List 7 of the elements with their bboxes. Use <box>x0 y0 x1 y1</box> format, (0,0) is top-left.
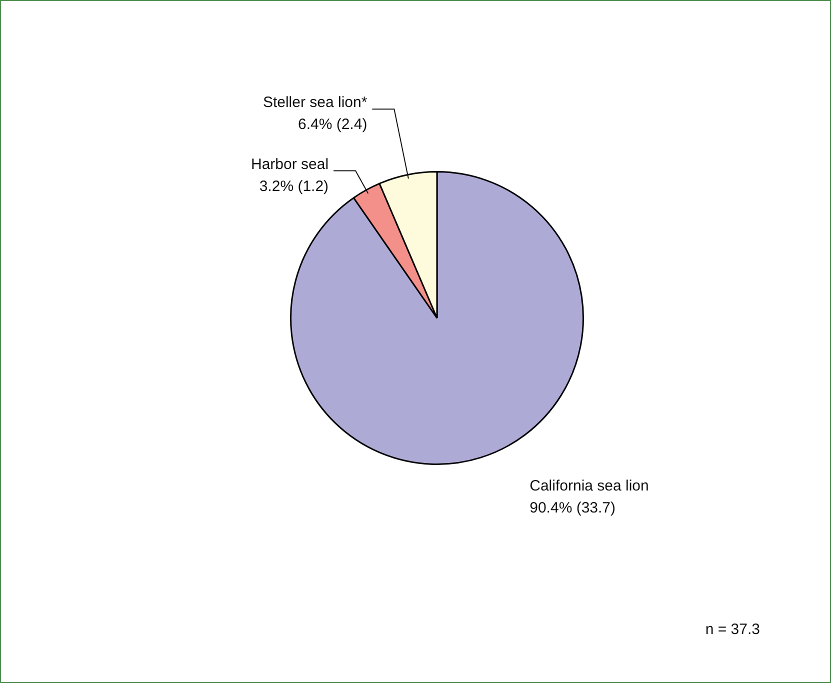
slice-label: Harbor seal <box>251 156 329 173</box>
slice-label: Steller sea lion* <box>262 94 368 112</box>
data-label: 6.4% (2.4) <box>298 116 368 134</box>
slice-label: California sea lion <box>530 477 649 494</box>
data-label: 90.4% (33.7) <box>530 499 616 516</box>
data-label: 3.2% (1.2) <box>259 178 329 195</box>
text: n = 37.3 <box>705 621 760 638</box>
